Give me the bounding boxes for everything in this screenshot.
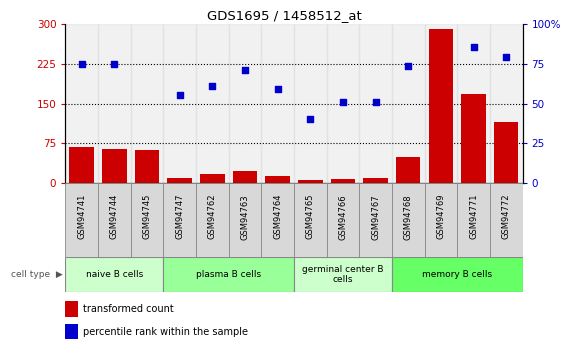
Text: germinal center B
cells: germinal center B cells	[302, 265, 383, 284]
Text: plasma B cells: plasma B cells	[196, 270, 261, 279]
Text: GSM94769: GSM94769	[436, 194, 445, 239]
Bar	[359, 183, 392, 257]
Point	[306, 117, 315, 122]
Text: GSM94745: GSM94745	[143, 194, 152, 239]
Bar	[164, 257, 294, 292]
Text: GSM94744: GSM94744	[110, 194, 119, 239]
Bar	[102, 149, 127, 183]
Point	[469, 45, 478, 50]
Bar	[457, 183, 490, 257]
Point	[339, 99, 348, 105]
Bar	[429, 29, 453, 183]
Bar	[200, 174, 224, 183]
Bar	[364, 178, 388, 183]
Bar	[164, 24, 196, 183]
Bar	[494, 122, 519, 183]
Point	[110, 62, 119, 67]
Bar	[65, 301, 78, 317]
Text: percentile rank within the sample: percentile rank within the sample	[83, 327, 248, 337]
Bar	[65, 257, 164, 292]
Text: GSM94765: GSM94765	[306, 194, 315, 239]
Text: naive B cells: naive B cells	[86, 270, 143, 279]
Point	[502, 54, 511, 60]
Bar	[233, 171, 257, 183]
Bar	[457, 24, 490, 183]
Point	[240, 67, 249, 73]
Text: GSM94768: GSM94768	[404, 194, 413, 239]
Bar	[196, 24, 229, 183]
Bar	[265, 176, 290, 183]
Bar	[392, 183, 425, 257]
Bar	[396, 157, 420, 183]
Bar	[490, 24, 523, 183]
Bar	[425, 183, 457, 257]
Text: GSM94772: GSM94772	[502, 194, 511, 239]
Point	[273, 86, 282, 91]
Text: GSM94771: GSM94771	[469, 194, 478, 239]
Text: memory B cells: memory B cells	[422, 270, 492, 279]
Bar	[229, 24, 261, 183]
Bar	[359, 24, 392, 183]
Bar	[65, 24, 98, 183]
Bar	[392, 24, 425, 183]
Bar	[298, 180, 323, 183]
Point	[208, 83, 217, 89]
Text: GSM94763: GSM94763	[240, 194, 249, 239]
Text: GDS1695 / 1458512_at: GDS1695 / 1458512_at	[207, 9, 361, 22]
Bar	[131, 24, 164, 183]
Bar	[261, 24, 294, 183]
Point	[175, 92, 184, 97]
Bar	[229, 183, 261, 257]
Bar	[294, 24, 327, 183]
Bar	[168, 178, 192, 183]
Bar	[461, 94, 486, 183]
Text: cell type  ▶: cell type ▶	[11, 270, 62, 279]
Bar	[261, 183, 294, 257]
Point	[371, 99, 380, 105]
Bar	[327, 24, 360, 183]
Bar	[294, 257, 392, 292]
Bar	[65, 183, 98, 257]
Bar	[196, 183, 229, 257]
Bar	[135, 149, 159, 183]
Text: GSM94764: GSM94764	[273, 194, 282, 239]
Bar	[425, 24, 457, 183]
Bar	[490, 183, 523, 257]
Point	[77, 61, 86, 67]
Point	[404, 64, 413, 69]
Text: GSM94747: GSM94747	[175, 194, 184, 239]
Bar	[331, 179, 355, 183]
Text: GSM94741: GSM94741	[77, 194, 86, 239]
Bar	[69, 147, 94, 183]
Bar	[65, 324, 78, 339]
Text: transformed count: transformed count	[83, 304, 174, 314]
Bar	[98, 183, 131, 257]
Text: GSM94767: GSM94767	[371, 194, 380, 239]
Bar	[164, 183, 196, 257]
Bar	[131, 183, 164, 257]
Text: GSM94766: GSM94766	[339, 194, 348, 239]
Bar	[294, 183, 327, 257]
Bar	[327, 183, 360, 257]
Bar	[98, 24, 131, 183]
Text: GSM94762: GSM94762	[208, 194, 217, 239]
Bar	[392, 257, 523, 292]
